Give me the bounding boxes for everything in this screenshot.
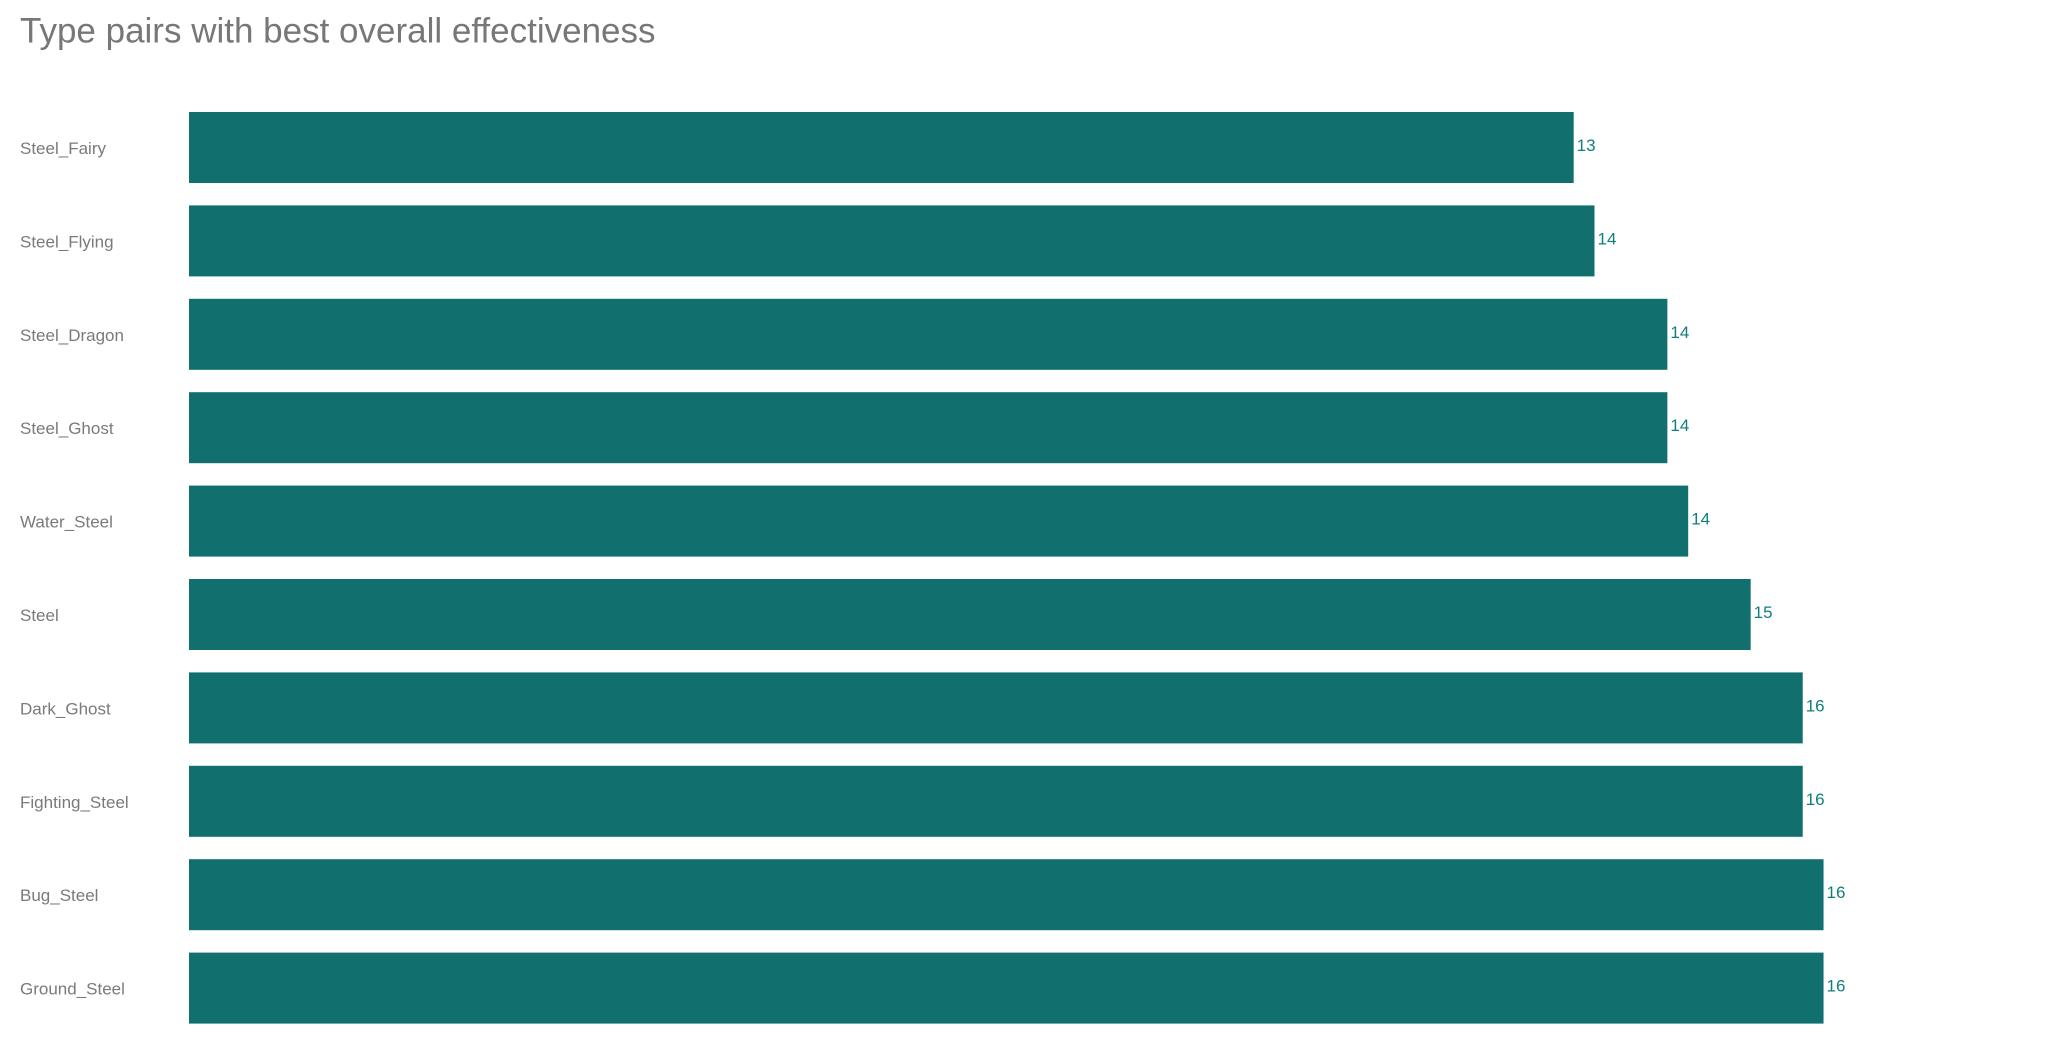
data-label: 16 xyxy=(1806,790,1825,809)
data-label: 15 xyxy=(1754,603,1773,622)
data-label: 16 xyxy=(1827,977,1846,996)
bar xyxy=(189,205,1595,277)
bar xyxy=(189,579,1751,650)
y-tick-label: Fighting_Steel xyxy=(20,793,129,812)
bar xyxy=(189,392,1668,464)
bar xyxy=(189,859,1824,931)
data-label: 14 xyxy=(1670,416,1689,435)
bar xyxy=(189,765,1803,837)
y-tick-label: Dark_Ghost xyxy=(20,699,111,718)
y-tick-label: Steel_Dragon xyxy=(20,326,124,345)
y-tick-label: Steel xyxy=(20,606,59,625)
bar xyxy=(189,672,1803,744)
data-label: 13 xyxy=(1577,136,1596,155)
y-tick-label: Ground_Steel xyxy=(20,980,125,999)
y-tick-label: Water_Steel xyxy=(20,513,113,532)
bar xyxy=(189,112,1574,183)
y-tick-label: Steel_Fairy xyxy=(20,139,106,158)
chart-title: Type pairs with best overall effectivene… xyxy=(20,11,656,50)
data-label: 14 xyxy=(1670,323,1689,342)
data-label: 14 xyxy=(1691,510,1710,529)
bar xyxy=(189,485,1689,557)
y-tick-label: Steel_Flying xyxy=(20,232,114,251)
data-label: 16 xyxy=(1827,883,1846,902)
y-tick-label: Bug_Steel xyxy=(20,886,98,905)
data-label: 14 xyxy=(1598,229,1617,248)
y-tick-label: Steel_Ghost xyxy=(20,419,114,438)
data-label: 16 xyxy=(1806,696,1825,715)
bar xyxy=(189,298,1668,370)
bar xyxy=(189,952,1824,1024)
